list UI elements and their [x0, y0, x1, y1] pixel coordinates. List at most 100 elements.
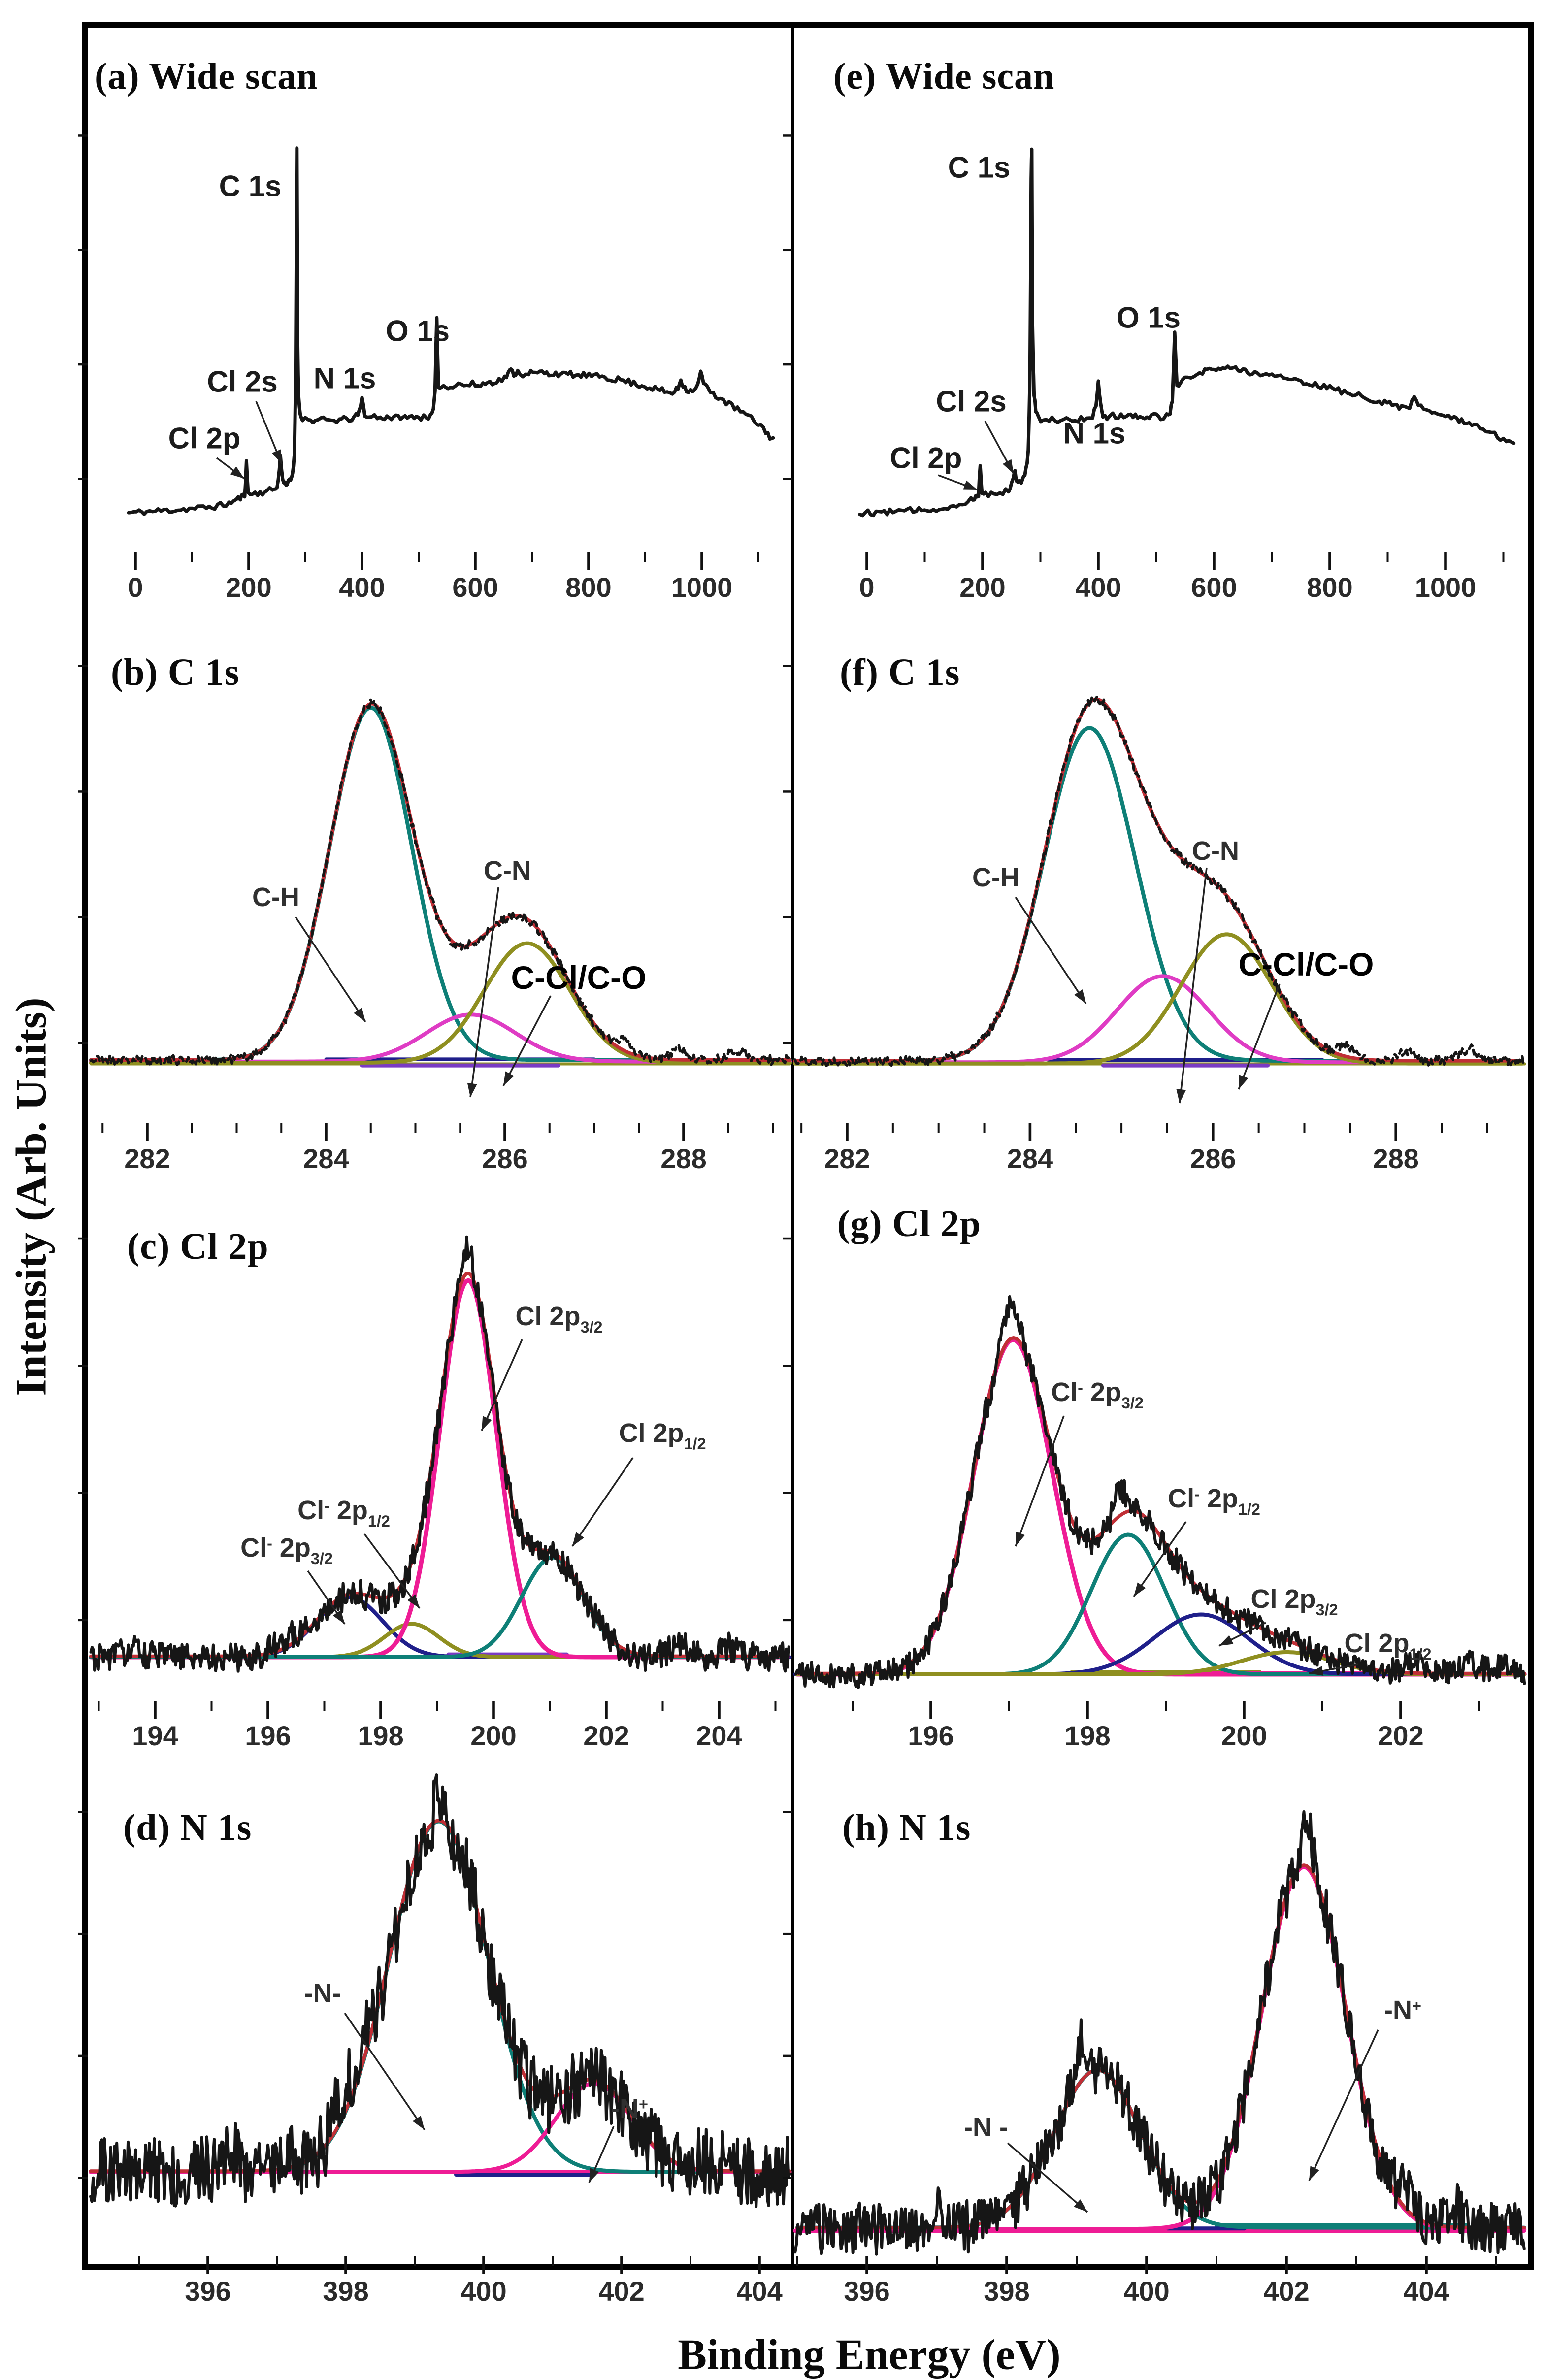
axis-tick-label: 600: [452, 572, 498, 603]
component-C-H: [793, 726, 1525, 1063]
frame-line: [552, 2256, 554, 2266]
series-data: [89, 1773, 791, 2208]
series-survey: [127, 146, 775, 516]
frame-line: [1212, 1123, 1215, 1141]
frame-line: [1386, 552, 1389, 562]
axis-tick-label: 194: [132, 1720, 178, 1751]
series-data: [793, 1810, 1526, 2256]
frame-line: [923, 552, 926, 562]
axis-tick-label: 404: [736, 2276, 782, 2307]
frame-line: [78, 665, 88, 667]
frame-line: [549, 1701, 551, 1711]
arrowhead-icon: [1074, 989, 1086, 1004]
frame-line: [474, 552, 477, 570]
axis-tick-label: 396: [185, 2276, 230, 2307]
axis-tick-label: 200: [226, 572, 271, 603]
frame-line: [1165, 1701, 1167, 1711]
frame-line: [936, 2256, 938, 2266]
frame-line: [1145, 2256, 1148, 2274]
axis-tick-label: 400: [460, 2276, 506, 2307]
frame-line: [436, 1701, 438, 1711]
series-data: [794, 1295, 1526, 1689]
frame-line: [1257, 1123, 1260, 1133]
frame-line: [783, 1237, 792, 1240]
frame-line: [1120, 1123, 1123, 1133]
axis-tick-label: 400: [1075, 572, 1121, 603]
annotation-arrow: [502, 995, 552, 1086]
frame-line: [503, 1123, 506, 1141]
annotation-arrow: [1015, 1415, 1065, 1547]
arrowhead-icon: [1134, 1582, 1146, 1597]
arrowhead-icon: [1016, 1532, 1025, 1546]
frame-line: [1285, 2256, 1288, 2274]
frame-line: [783, 478, 792, 480]
frame-line: [276, 2256, 278, 2266]
frame-line: [414, 1123, 417, 1133]
frame-line: [1425, 2256, 1428, 2274]
annotation-arrow: [481, 1339, 523, 1431]
frame-line: [783, 1619, 792, 1622]
frame-line: [82, 2264, 1534, 2270]
frame-line: [210, 1701, 213, 1711]
frame-line: [783, 2054, 792, 2057]
frame-line: [1005, 2256, 1008, 2274]
series-survey: [858, 147, 1516, 518]
axis-tick-label: 800: [565, 572, 611, 603]
frame-line: [796, 2256, 798, 2266]
axis-tick-label: 0: [859, 572, 874, 603]
axis-tick-label: 198: [1064, 1720, 1110, 1751]
frame-line: [1008, 1701, 1010, 1711]
axis-tick-label: 196: [908, 1720, 953, 1751]
axis-tick-label: 396: [844, 2276, 889, 2307]
axis-tick-label: 400: [339, 572, 385, 603]
frame-line: [235, 1123, 238, 1133]
annotation-arrow: [1308, 2029, 1379, 2181]
frame-line: [78, 1042, 88, 1044]
frame-line: [1349, 1123, 1351, 1133]
frame-line: [644, 552, 646, 562]
frame-line: [1394, 1123, 1397, 1141]
frame-line: [146, 1123, 149, 1141]
axis-tick-label: 282: [824, 1143, 870, 1174]
frame-line: [1213, 552, 1216, 570]
frame-line: [783, 790, 792, 793]
frame-line: [682, 1123, 685, 1141]
component-Cl- 2p3/2: [794, 1337, 1527, 1677]
frame-line: [891, 1123, 894, 1133]
frame-line: [1075, 1123, 1077, 1133]
frame-line: [1478, 1701, 1480, 1711]
frame-line: [605, 1701, 608, 1719]
frame-line: [1243, 1701, 1246, 1719]
arrowhead-icon: [1074, 2199, 1087, 2212]
frame-line: [78, 1492, 88, 1494]
frame-line: [154, 1701, 157, 1719]
frame-line: [937, 1123, 940, 1133]
frame-line: [638, 1123, 640, 1133]
arrowhead-icon: [407, 1594, 420, 1608]
frame-line: [758, 2256, 761, 2274]
frame-line: [191, 552, 193, 562]
arrowhead-icon: [589, 2168, 599, 2183]
frame-line: [661, 1701, 664, 1711]
frame-line: [783, 916, 792, 918]
axis-tick-label: 286: [482, 1143, 527, 1174]
axis-tick-label: 284: [303, 1143, 349, 1174]
arrowhead-icon: [572, 1532, 585, 1546]
frame-line: [1028, 1123, 1032, 1141]
frame-line: [846, 1123, 849, 1141]
frame-line: [1486, 1123, 1488, 1133]
axis-tick-label: 400: [1123, 2276, 1169, 2307]
frame-line: [929, 1701, 932, 1719]
y-axis-label: Intensity (Arb. Units): [7, 997, 56, 1396]
frame-line: [783, 1811, 792, 1813]
frame-line: [266, 1701, 269, 1719]
arrowhead-icon: [1309, 2166, 1319, 2181]
series-envelope: [795, 1336, 1526, 1675]
frame-line: [323, 1701, 326, 1711]
frame-line: [531, 552, 533, 562]
frame-line: [1355, 2256, 1357, 2266]
frame-line: [247, 552, 250, 570]
series-envelope: [793, 697, 1524, 1063]
axis-tick-label: 402: [598, 2276, 644, 2307]
frame-line: [325, 1123, 328, 1141]
